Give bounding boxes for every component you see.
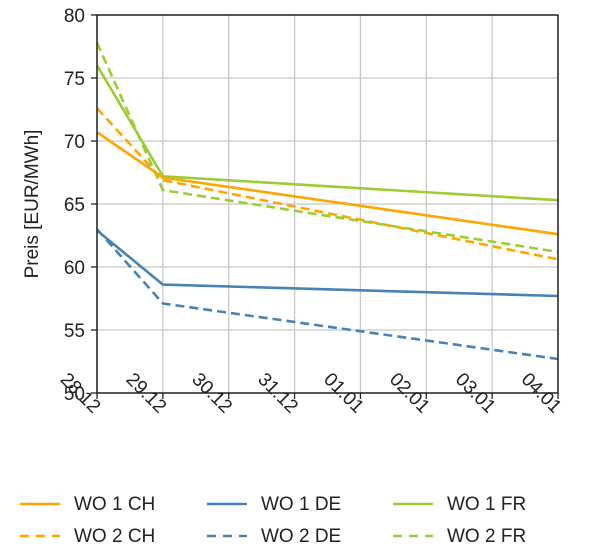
- y-tick-label: 60: [64, 258, 85, 279]
- y-tick-label: 55: [64, 321, 85, 342]
- y-axis: 50 55 60 65 70 75 80: [64, 6, 97, 405]
- y-tick-label: 75: [64, 69, 85, 90]
- series-line-wo-2-de: [96, 228, 559, 361]
- legend-label: WO 1 DE: [261, 494, 341, 515]
- series-layer: [95, 42, 559, 361]
- grid-lines: [96, 14, 559, 394]
- series-line-wo-2-ch: [96, 107, 559, 261]
- y-axis-title: Preis [EUR/MWh]: [22, 130, 43, 279]
- legend-label: WO 2 DE: [261, 526, 341, 547]
- series-line-wo-2-fr: [95, 42, 559, 254]
- legend-label: WO 2 FR: [447, 526, 526, 547]
- legend: WO 1 CH WO 1 DE WO 1 FR WO 2 CH WO 2 DE WO 2 …: [20, 494, 526, 547]
- series-line-wo-1-ch: [96, 131, 559, 236]
- legend-label: WO 1 CH: [74, 494, 155, 515]
- legend-label: WO 1 FR: [447, 494, 526, 515]
- legend-label: WO 2 CH: [74, 526, 155, 547]
- y-tick-label: 80: [64, 6, 85, 27]
- series-line-wo-1-de: [96, 229, 559, 298]
- y-tick-label: 50: [64, 384, 85, 405]
- y-tick-label: 65: [64, 195, 85, 216]
- y-tick-label: 70: [64, 132, 85, 153]
